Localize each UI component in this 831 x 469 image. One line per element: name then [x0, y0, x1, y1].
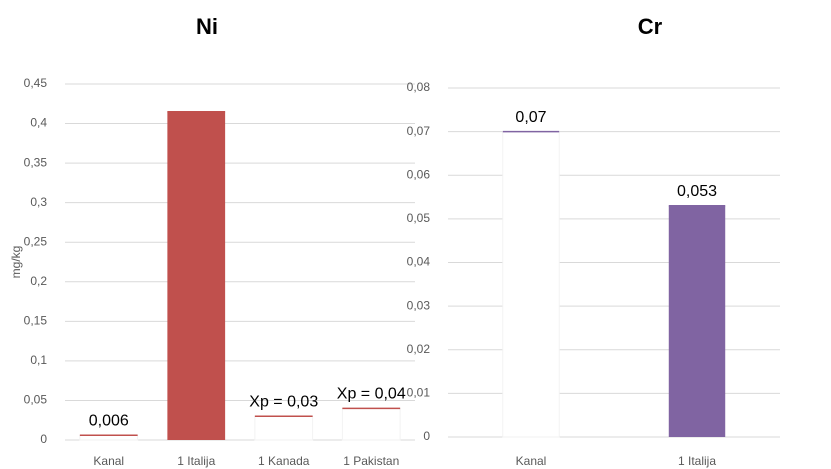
y-tick-label: 0,04 — [407, 255, 431, 269]
y-tick-label: 0,05 — [407, 211, 431, 225]
data-label: 0,053 — [677, 183, 717, 200]
y-axis-label: mg/kg — [9, 246, 23, 279]
bar — [167, 111, 226, 440]
y-tick-label: 0 — [423, 429, 430, 443]
y-tick-label: 0,02 — [407, 342, 431, 356]
data-label: Xp = 0,04 — [337, 386, 406, 403]
y-tick-label: 0,08 — [407, 80, 431, 94]
chart-title: Cr — [638, 14, 663, 39]
y-tick-label: 0,06 — [407, 167, 431, 181]
y-tick-label: 0,01 — [407, 386, 431, 400]
bar — [668, 205, 726, 437]
y-tick-label: 0,3 — [30, 195, 47, 209]
y-tick-label: 0,4 — [30, 116, 47, 130]
bar — [341, 407, 401, 441]
y-tick-label: 0,45 — [24, 76, 48, 90]
x-tick-label: 1 Pakistan — [343, 454, 399, 468]
x-tick-label: 1 Kanada — [258, 454, 310, 468]
y-tick-label: 0 — [40, 432, 47, 446]
chart-title: Ni — [196, 14, 218, 39]
y-tick-label: 0,15 — [24, 314, 48, 328]
x-tick-label: 1 Italija — [678, 454, 716, 468]
bar — [502, 131, 560, 438]
x-tick-label: Kanal — [516, 454, 547, 468]
y-tick-label: 0,03 — [407, 298, 431, 312]
y-tick-label: 0,35 — [24, 155, 48, 169]
y-tick-label: 0,05 — [24, 393, 48, 407]
y-tick-label: 0,07 — [407, 124, 431, 138]
y-tick-label: 0,2 — [30, 274, 47, 288]
data-label: 0,07 — [515, 109, 546, 126]
bar — [254, 415, 314, 441]
x-tick-label: Kanal — [93, 454, 124, 468]
y-tick-label: 0,1 — [30, 353, 47, 367]
x-tick-label: 1 Italija — [177, 454, 215, 468]
data-label: 0,006 — [89, 412, 129, 429]
data-label: Xp = 0,03 — [249, 393, 318, 410]
y-tick-label: 0,25 — [24, 234, 48, 248]
